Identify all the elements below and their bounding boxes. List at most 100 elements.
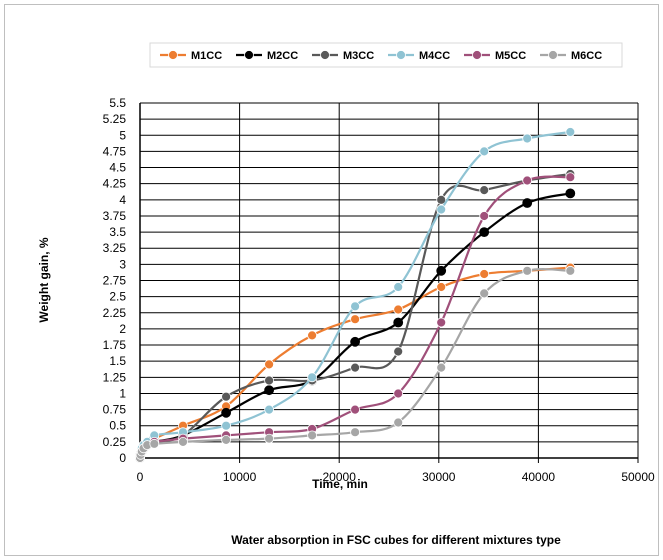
legend-marker-m5cc (472, 50, 482, 60)
data-point-m6cc (307, 430, 318, 441)
data-point-m6cc (565, 265, 576, 276)
y-tick-label: 0 (119, 451, 126, 465)
x-tick-label: 20000 (323, 470, 357, 484)
data-point-m5cc (350, 404, 361, 415)
data-point-m3cc (221, 391, 232, 402)
data-point-m3cc (350, 362, 361, 373)
data-point-m2cc (221, 407, 232, 418)
y-tick-label: 5.25 (103, 112, 127, 126)
y-tick-label: 3.75 (103, 209, 127, 223)
y-axis-title: Weight gain, % (37, 237, 51, 322)
data-point-m1cc (479, 269, 490, 279)
legend-marker-m1cc (168, 50, 178, 60)
series-m2cc (135, 188, 576, 463)
data-point-m2cc (264, 385, 275, 396)
y-tick-label: 3.25 (103, 241, 127, 255)
data-point-m6cc (350, 427, 361, 438)
legend-label-m3cc: M3CC (343, 50, 374, 62)
x-tick-label: 0 (137, 470, 144, 484)
data-point-m6cc (221, 434, 232, 445)
data-point-m6cc (436, 362, 447, 373)
legend-label-m5cc: M5CC (495, 50, 526, 62)
data-point-m2cc (393, 317, 404, 328)
y-tick-label: 3.5 (109, 225, 126, 239)
data-point-m1cc (307, 330, 318, 341)
y-tick-label: 4.5 (109, 161, 126, 175)
legend-marker-m6cc (548, 50, 558, 60)
data-point-m1cc (350, 314, 361, 325)
y-tick-label: 4 (119, 193, 126, 207)
data-point-m6cc (393, 417, 404, 428)
y-tick-label: 3 (119, 257, 126, 271)
data-point-m6cc (522, 265, 533, 276)
data-point-m3cc (393, 346, 404, 357)
tick-labels: 0 0.25 0.5 0.75 1 1.25 1.5 1.75 2 2.25 2.5 2.75 3 3.2… (103, 96, 655, 484)
data-point-m4cc (479, 146, 490, 157)
y-tick-label: 4.25 (103, 177, 127, 191)
data-point-m3cc (264, 375, 275, 386)
legend-item-m2cc: M2CC (236, 50, 298, 62)
data-point-m2cc (522, 198, 533, 208)
y-tick-label: 5.5 (109, 96, 126, 110)
data-point-m4cc (221, 420, 232, 431)
y-tick-label: 5 (119, 128, 126, 142)
data-point-m2cc (350, 336, 361, 347)
data-point-m5cc (479, 211, 490, 221)
y-tick-label: 2 (119, 322, 126, 336)
y-tick-label: 2.75 (103, 274, 127, 288)
data-point-m5cc (436, 317, 447, 328)
data-point-m1cc (264, 359, 275, 370)
data-point-m1cc (393, 304, 404, 315)
legend-item-m4cc: M4CC (388, 50, 450, 62)
legend: M1CC M2CC M3CC M4CC M5CC M6CC (149, 42, 623, 68)
legend-marker-m3cc (320, 50, 330, 60)
y-tick-label: 1.75 (103, 338, 127, 352)
series-m6cc (135, 265, 576, 463)
y-tick-label: 1 (119, 386, 126, 400)
data-point-m4cc (264, 404, 275, 415)
x-tick-label: 10000 (223, 470, 257, 484)
data-point-m4cc (522, 133, 533, 144)
data-point-m4cc (307, 372, 318, 383)
legend-item-m5cc: M5CC (464, 50, 526, 62)
data-point-m5cc (565, 172, 576, 183)
x-tick-label: 30000 (422, 470, 456, 484)
y-tick-label: 4.75 (103, 144, 127, 158)
data-point-m6cc (264, 433, 275, 444)
data-point-m5cc (522, 175, 533, 186)
legend-label-m4cc: M4CC (419, 50, 450, 62)
y-tick-label: 2.5 (109, 290, 126, 304)
data-point-m1cc (436, 282, 447, 292)
series-layer (135, 127, 576, 463)
legend-label-m2cc: M2CC (267, 50, 298, 62)
y-tick-label: 1.25 (103, 370, 127, 384)
legend-marker-m4cc (396, 50, 406, 60)
data-point-m6cc (479, 288, 490, 299)
x-axis-title: Time, min (312, 477, 368, 491)
data-point-m4cc (565, 127, 576, 137)
data-point-m2cc (436, 265, 447, 276)
y-tick-label: 0.75 (103, 403, 127, 417)
data-point-m6cc (149, 438, 160, 449)
x-tick-label: 50000 (621, 470, 655, 484)
data-point-m5cc (393, 388, 404, 399)
x-tick-label: 40000 (522, 470, 556, 484)
legend-item-m3cc: M3CC (312, 50, 374, 62)
chart-caption: Water absorption in FSC cubes for differ… (231, 533, 561, 547)
y-tick-label: 0.5 (109, 419, 126, 433)
data-point-m4cc (350, 301, 361, 312)
y-tick-label: 1.5 (109, 354, 126, 368)
legend-label-m6cc: M6CC (571, 50, 602, 62)
data-point-m3cc (479, 185, 490, 196)
data-point-m2cc (565, 188, 576, 199)
y-tick-label: 2.25 (103, 306, 127, 320)
legend-item-m6cc: M6CC (540, 50, 602, 62)
legend-label-m1cc: M1CC (191, 50, 222, 62)
axes (139, 103, 639, 463)
data-point-m4cc (393, 282, 404, 292)
data-point-m3cc (436, 194, 447, 205)
data-point-m2cc (479, 227, 490, 238)
legend-item-m1cc: M1CC (160, 50, 222, 62)
y-tick-label: 0.25 (103, 435, 127, 449)
